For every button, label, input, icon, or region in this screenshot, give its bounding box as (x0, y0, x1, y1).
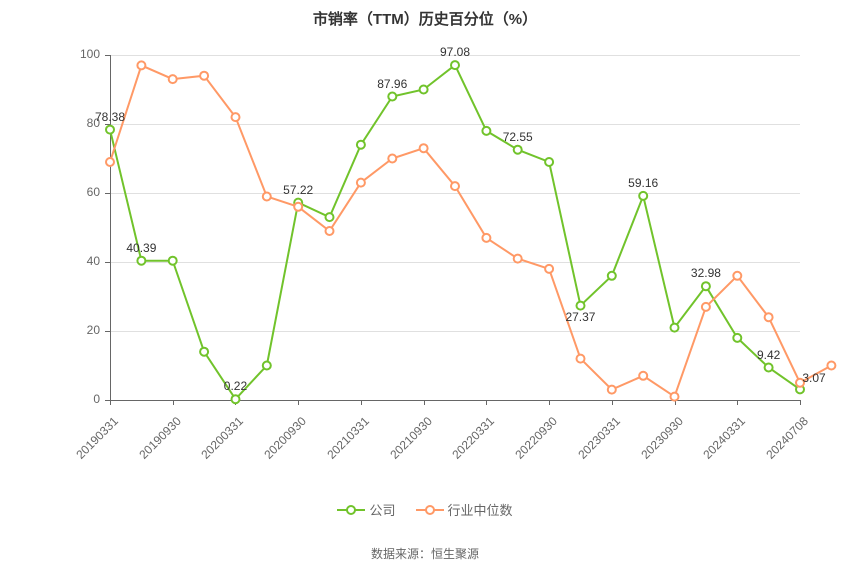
series-marker-0 (388, 93, 396, 101)
plot-area (0, 0, 850, 575)
series-marker-1 (357, 179, 365, 187)
data-label: 3.07 (802, 371, 825, 385)
series-line-0 (110, 65, 800, 399)
series-marker-1 (106, 158, 114, 166)
series-marker-0 (137, 257, 145, 265)
series-marker-1 (137, 61, 145, 69)
data-label: 32.98 (691, 266, 721, 280)
series-marker-0 (232, 395, 240, 403)
line-chart: 市销率（TTM）历史百分位（%） 020406080100 2019033120… (0, 0, 850, 575)
series-marker-1 (263, 193, 271, 201)
series-marker-0 (169, 257, 177, 265)
data-label: 57.22 (283, 183, 313, 197)
series-marker-0 (106, 126, 114, 134)
series-marker-1 (169, 75, 177, 83)
series-marker-1 (765, 313, 773, 321)
series-marker-1 (232, 113, 240, 121)
series-marker-1 (482, 234, 490, 242)
data-label: 40.39 (126, 241, 156, 255)
series-marker-0 (200, 348, 208, 356)
series-marker-1 (294, 203, 302, 211)
series-marker-0 (608, 272, 616, 280)
series-marker-1 (545, 265, 553, 273)
series-marker-1 (420, 144, 428, 152)
series-marker-0 (639, 192, 647, 200)
series-marker-1 (702, 303, 710, 311)
data-label: 72.55 (503, 130, 533, 144)
legend-swatch (337, 503, 365, 517)
legend-item[interactable]: 行业中位数 (416, 500, 513, 519)
series-line-1 (110, 65, 831, 396)
series-marker-0 (545, 158, 553, 166)
data-label: 87.96 (377, 77, 407, 91)
series-marker-1 (388, 155, 396, 163)
data-label: 78.38 (95, 110, 125, 124)
data-label: 0.22 (224, 379, 247, 393)
series-marker-1 (451, 182, 459, 190)
data-label: 59.16 (628, 176, 658, 190)
series-marker-0 (357, 141, 365, 149)
series-marker-0 (514, 146, 522, 154)
series-marker-0 (702, 282, 710, 290)
legend-item[interactable]: 公司 (337, 500, 395, 519)
series-marker-0 (765, 364, 773, 372)
series-marker-0 (420, 86, 428, 94)
legend-label: 行业中位数 (448, 500, 513, 519)
series-marker-1 (671, 393, 679, 401)
data-label: 97.08 (440, 45, 470, 59)
series-marker-1 (608, 386, 616, 394)
series-marker-1 (733, 272, 741, 280)
series-marker-1 (200, 72, 208, 80)
series-marker-0 (577, 302, 585, 310)
series-marker-0 (482, 127, 490, 135)
data-label: 9.42 (757, 348, 780, 362)
series-marker-0 (671, 324, 679, 332)
data-source: 数据来源：恒生聚源 (0, 545, 850, 562)
series-marker-1 (326, 227, 334, 235)
series-marker-1 (639, 372, 647, 380)
series-marker-0 (733, 334, 741, 342)
legend-label: 公司 (369, 500, 395, 519)
series-marker-0 (451, 61, 459, 69)
series-marker-0 (326, 213, 334, 221)
series-marker-1 (827, 362, 835, 370)
series-marker-0 (263, 362, 271, 370)
legend-swatch (416, 503, 444, 517)
series-marker-1 (514, 255, 522, 263)
legend: 公司 行业中位数 (0, 500, 850, 520)
data-label: 27.37 (565, 310, 595, 324)
series-marker-1 (577, 355, 585, 363)
